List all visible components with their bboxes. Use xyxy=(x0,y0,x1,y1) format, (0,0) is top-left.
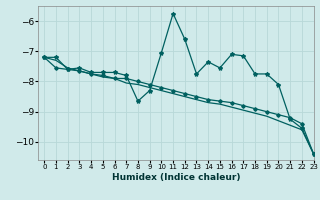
X-axis label: Humidex (Indice chaleur): Humidex (Indice chaleur) xyxy=(112,173,240,182)
